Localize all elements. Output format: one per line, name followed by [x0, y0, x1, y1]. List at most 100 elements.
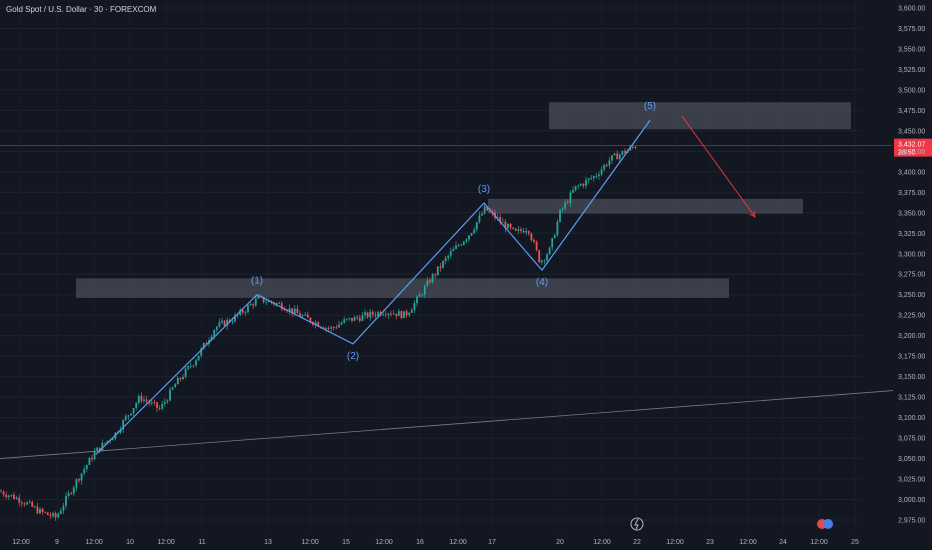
candle-body — [176, 378, 179, 385]
candle-body — [241, 309, 244, 313]
candle-body — [353, 316, 356, 321]
candle-body — [137, 395, 140, 404]
candle-body — [44, 511, 47, 513]
candle-body — [442, 261, 444, 268]
zone-rect — [549, 102, 851, 130]
candle-body — [348, 317, 351, 319]
candle-body — [96, 447, 99, 452]
time-tick-label: 12:00 — [85, 539, 103, 546]
candle-body — [111, 438, 114, 441]
candle-body — [397, 311, 400, 317]
candle-body — [210, 336, 213, 341]
candle-body — [535, 241, 538, 251]
candle-body — [280, 303, 283, 310]
price-tick-label: 3,150.00 — [898, 374, 925, 381]
candle-body — [275, 303, 278, 305]
candle-body — [215, 326, 218, 330]
candle-body — [546, 254, 548, 261]
price-tick-label: 3,175.00 — [898, 354, 925, 361]
time-tick-label: 10 — [126, 539, 134, 546]
candle-body — [608, 160, 611, 166]
candle-body — [122, 420, 125, 430]
candle-body — [423, 286, 426, 295]
candle-body — [5, 494, 8, 497]
candle-body — [327, 327, 330, 329]
candle-body — [325, 327, 327, 329]
candle-body — [488, 210, 491, 212]
candle-body — [501, 221, 504, 223]
candle-body — [566, 202, 569, 204]
candle-body — [616, 153, 619, 160]
candle-body — [83, 469, 86, 474]
candle-body — [574, 185, 577, 191]
candle-body — [496, 217, 499, 218]
candle-body — [132, 408, 135, 414]
candle-body — [213, 329, 216, 337]
candle-body — [192, 365, 195, 367]
wave-label-3: (3) — [478, 184, 490, 195]
candle-body — [189, 366, 192, 367]
economic-events-flag-icon[interactable] — [817, 519, 833, 529]
time-tick-label: 25 — [851, 539, 859, 546]
candle-body — [231, 321, 234, 323]
candle-body — [93, 451, 96, 460]
candle-body — [205, 342, 208, 344]
candle-body — [556, 221, 559, 236]
candle-body — [525, 231, 528, 233]
candle-body — [80, 473, 83, 481]
candle-body — [332, 327, 335, 329]
price-tick-label: 3,025.00 — [898, 477, 925, 484]
price-tick-label: 3,200.00 — [898, 333, 925, 340]
time-tick-label: 24 — [779, 539, 787, 546]
candle-body — [267, 300, 270, 303]
candle-body — [408, 312, 411, 316]
time-axis-icons — [630, 517, 833, 531]
candle-body — [288, 308, 291, 312]
candle-body — [283, 309, 286, 311]
candle-body — [429, 280, 431, 283]
time-tick-label: 9 — [55, 539, 59, 546]
candle-body — [252, 304, 255, 306]
candle-body — [475, 222, 478, 230]
candle-body — [590, 178, 593, 180]
candle-body — [143, 399, 145, 401]
candle-body — [634, 146, 637, 148]
candle-body — [486, 206, 489, 211]
candle-body — [150, 402, 153, 404]
candle-body — [460, 244, 463, 246]
candle-body — [577, 185, 580, 187]
wave-label-5: (5) — [644, 101, 656, 112]
time-axis[interactable]: 12:00 9 12:00 10 12:00 11 13 12:00 15 12:00 16 12:0… — [12, 539, 859, 546]
candle-body — [595, 175, 598, 177]
candle-body — [104, 442, 106, 444]
candle-body — [600, 169, 603, 175]
candle-body — [579, 184, 582, 186]
long-trendline — [0, 390, 894, 459]
candle-body — [462, 241, 465, 245]
candle-body — [421, 294, 424, 296]
candle-body — [153, 402, 156, 404]
lightning-icon[interactable] — [630, 517, 644, 531]
candle-body — [509, 223, 512, 228]
candle-body — [330, 327, 333, 329]
current-price-label: 3,432.07 — [898, 142, 925, 149]
candle-body — [444, 258, 447, 262]
candle-body — [512, 227, 515, 229]
candle-body — [457, 245, 460, 246]
wave-polyline — [95, 119, 651, 455]
time-tick-label: 12:00 — [449, 539, 467, 546]
candle-body — [582, 184, 585, 186]
price-tick-label: 3,225.00 — [898, 313, 925, 320]
candle-body — [140, 395, 143, 401]
candle-body — [26, 502, 28, 505]
candle-body — [548, 247, 551, 255]
candle-body — [49, 514, 52, 517]
price-axis[interactable]: 3,600.00 3,575.00 3,550.00 3,525.00 3,500.00… — [898, 6, 925, 525]
candle-body — [54, 513, 57, 518]
candle-body — [405, 311, 408, 316]
candle-body — [358, 317, 361, 321]
candle-body — [65, 495, 67, 506]
zone-rect — [488, 198, 803, 214]
price-tick-label: 3,050.00 — [898, 456, 925, 463]
